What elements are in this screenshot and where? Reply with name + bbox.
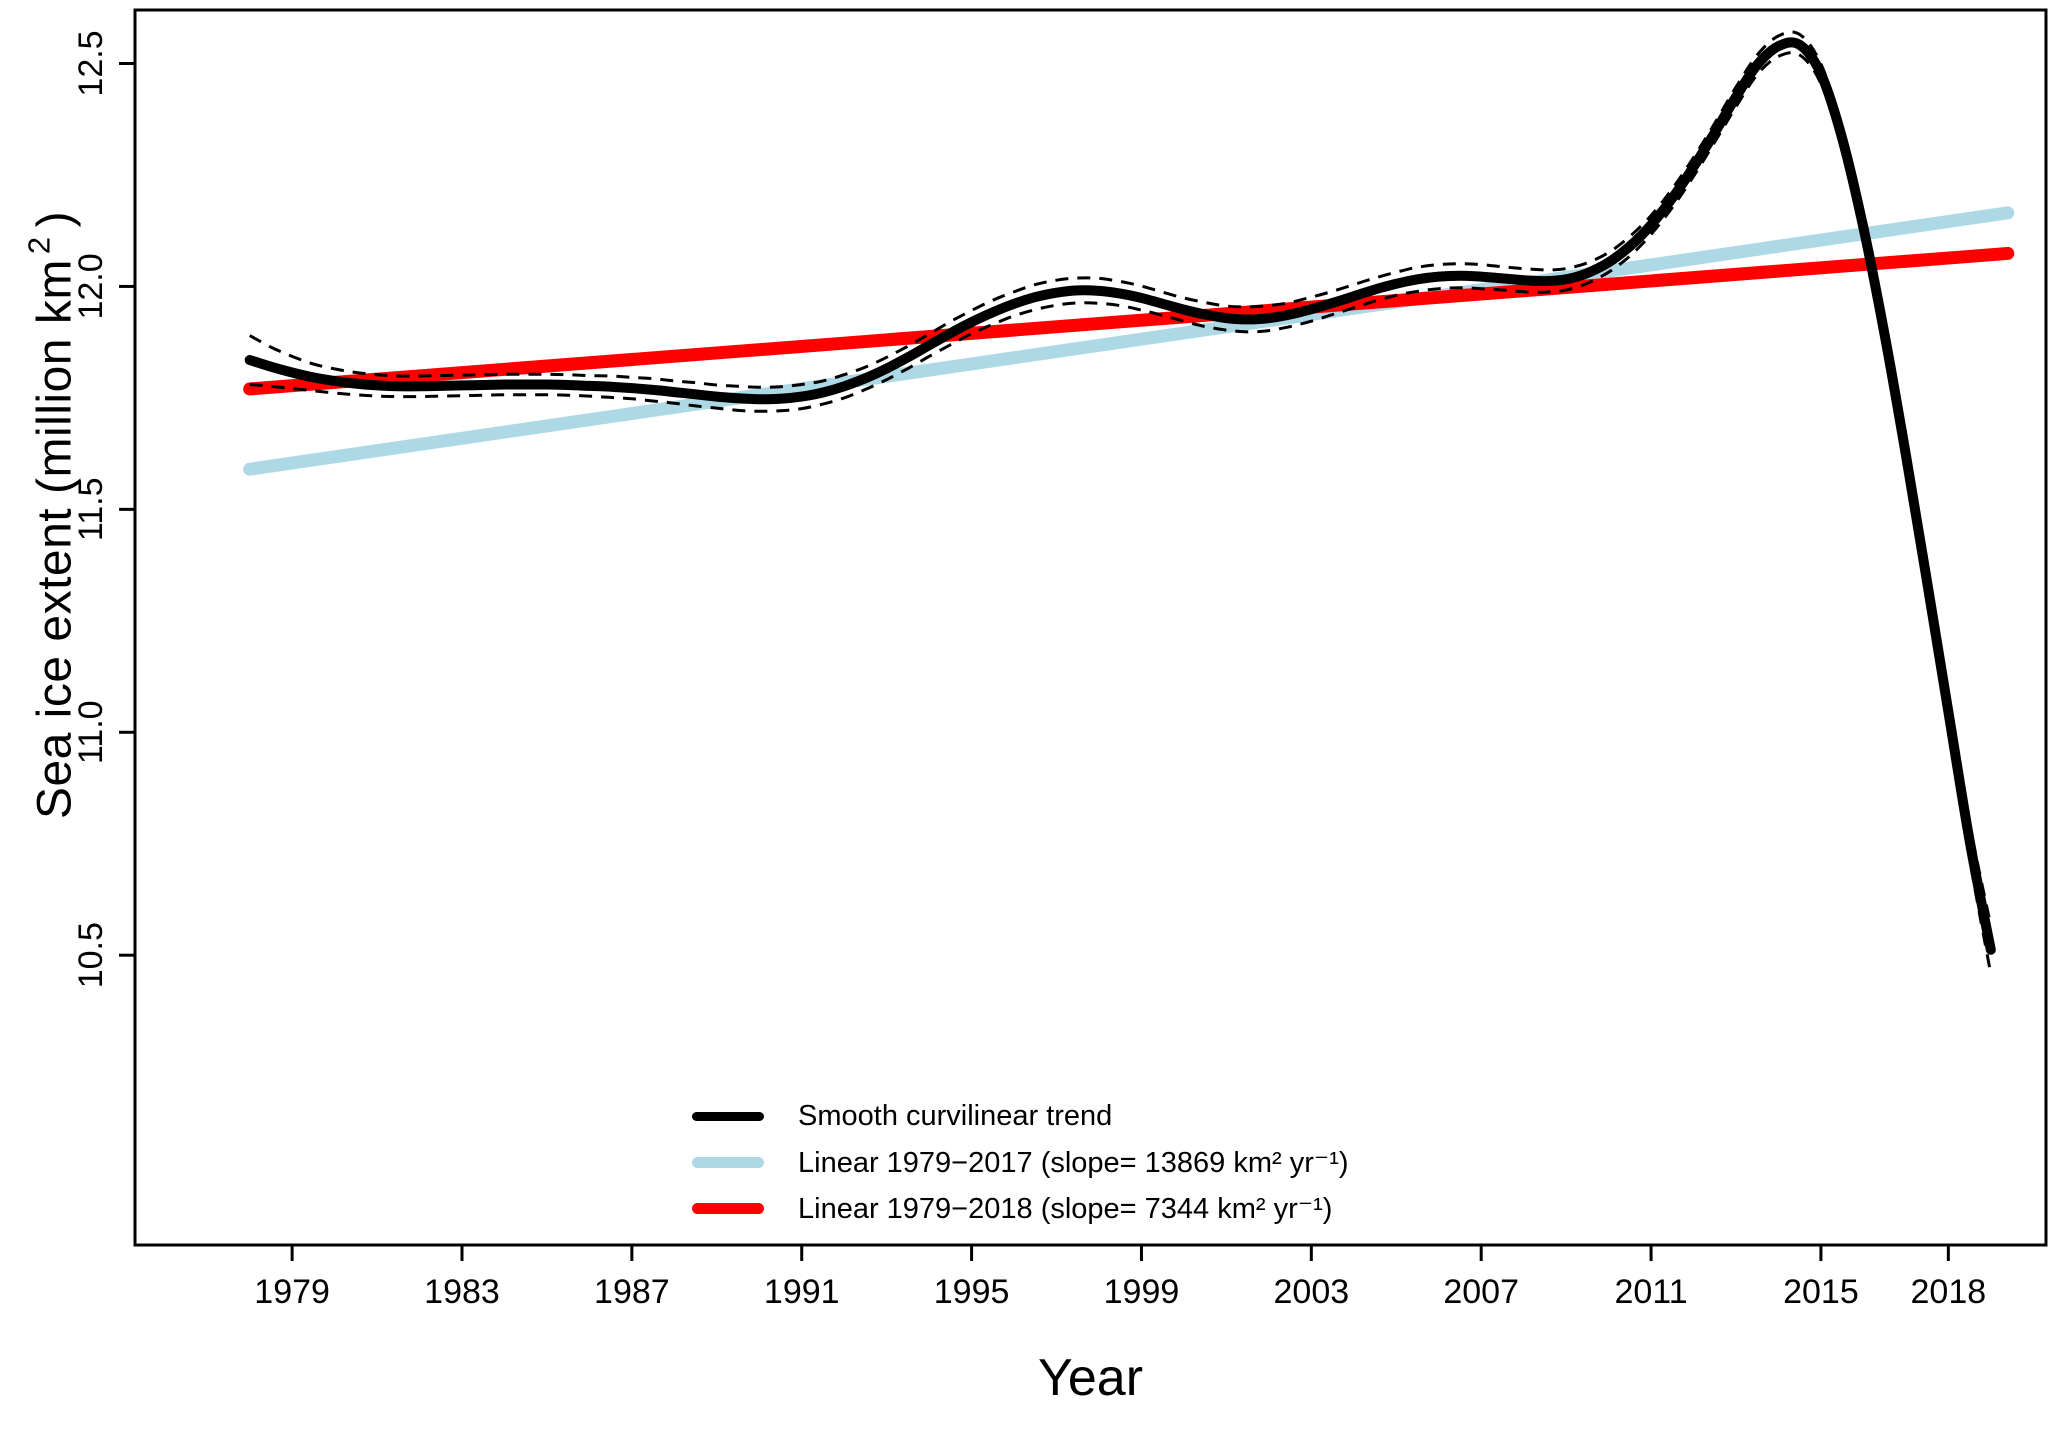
svg-text:2003: 2003 [1274,1273,1350,1311]
svg-text:1979: 1979 [254,1273,330,1311]
legend-item-linear-1979-2018: Linear 1979−2018 (slope= 7344 km² yr⁻¹) [692,1190,1349,1226]
svg-text:1999: 1999 [1104,1273,1180,1311]
svg-text:1983: 1983 [424,1273,500,1311]
svg-text:12.5: 12.5 [72,30,110,96]
svg-text:1995: 1995 [934,1273,1010,1311]
svg-text:11.5: 11.5 [72,478,110,542]
svg-text:10.5: 10.5 [72,922,110,988]
legend-swatch-black-line [692,1111,764,1121]
svg-text:11.0: 11.0 [72,700,110,764]
y-axis-title-superscript: 2 [21,236,57,255]
legend-swatch-blue-line [692,1156,764,1168]
y-axis-title-text: Sea ice extent (million km [28,259,82,820]
svg-text:2011: 2011 [1614,1273,1687,1311]
x-axis-title: Year [1037,1349,1144,1407]
legend-label-smooth-trend: Smooth curvilinear trend [798,1099,1113,1132]
y-axis-title-close-paren: ) [28,210,82,228]
svg-text:2015: 2015 [1783,1273,1859,1311]
legend-swatch-red-line [692,1202,764,1214]
legend: Smooth curvilinear trend Linear 1979−201… [692,1098,1349,1226]
legend-label-linear-1979-2018: Linear 1979−2018 (slope= 7344 km² yr⁻¹) [798,1192,1333,1225]
svg-text:2007: 2007 [1443,1273,1519,1311]
legend-item-smooth-trend: Smooth curvilinear trend [692,1098,1349,1134]
svg-text:12.0: 12.0 [72,253,110,319]
svg-text:1987: 1987 [594,1273,670,1311]
y-axis-title: Sea ice extent (million km 2) [22,211,83,819]
svg-text:1991: 1991 [764,1273,840,1311]
legend-item-linear-1979-2017: Linear 1979−2017 (slope= 13869 km² yr⁻¹) [692,1144,1349,1180]
svg-text:2018: 2018 [1911,1273,1987,1311]
legend-label-linear-1979-2017: Linear 1979−2017 (slope= 13869 km² yr⁻¹) [798,1146,1349,1179]
